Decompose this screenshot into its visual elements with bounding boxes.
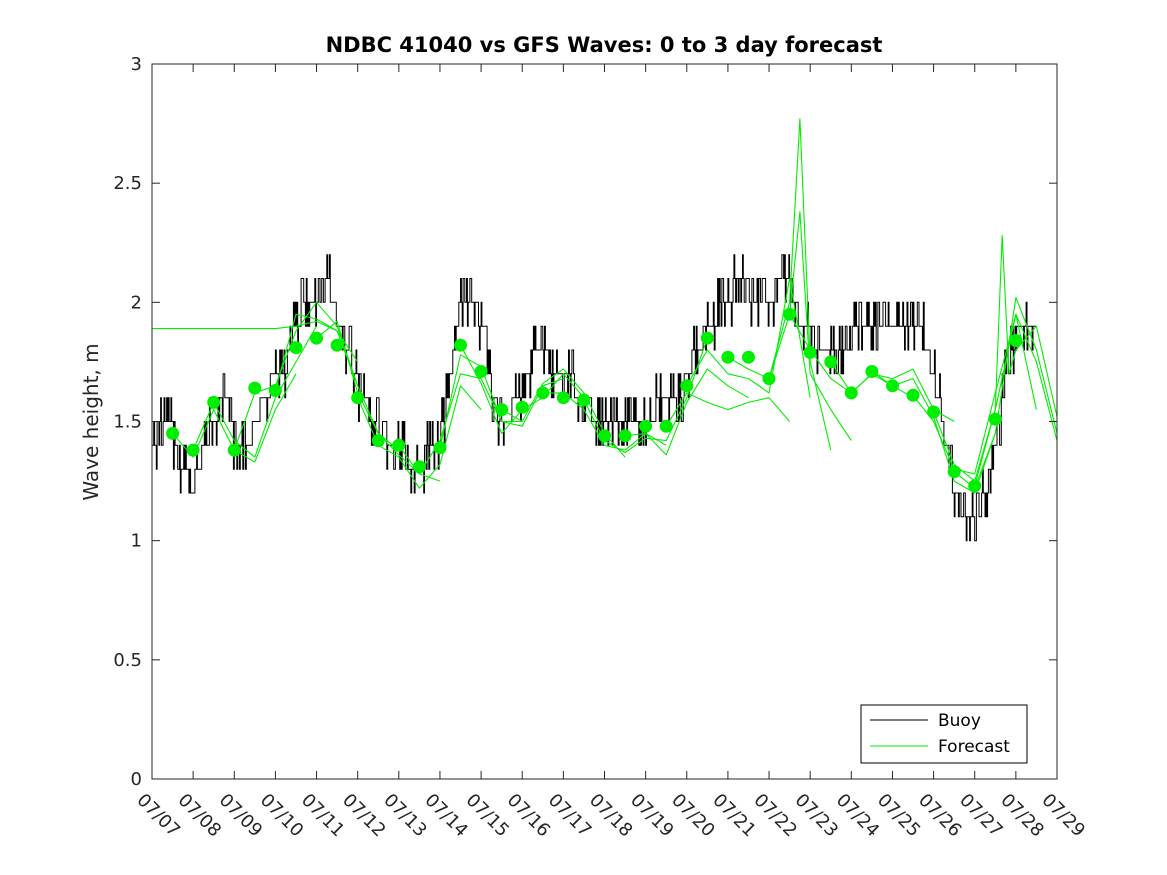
forecast-marker <box>968 479 982 493</box>
forecast-marker <box>803 345 817 359</box>
forecast-run-line <box>625 368 749 456</box>
forecast-marker <box>742 350 755 364</box>
forecast-marker <box>248 381 262 395</box>
forecast-marker <box>289 341 303 355</box>
forecast-marker <box>330 338 344 352</box>
legend-box <box>860 704 1028 764</box>
forecast-marker <box>454 338 467 352</box>
forecast-marker <box>227 443 241 457</box>
legend-buoy-label: Buoy <box>938 711 981 731</box>
forecast-marker <box>515 400 529 414</box>
forecast-marker <box>680 379 694 393</box>
forecast-marker <box>556 391 570 405</box>
chart-title: NDBC 41040 vs GFS Waves: 0 to 3 day fore… <box>326 33 883 57</box>
forecast-run-line <box>665 392 791 427</box>
forecast-run-line <box>727 118 832 451</box>
forecast-marker <box>659 419 673 433</box>
y-tick-label: 0 <box>131 769 142 790</box>
forecast-marker <box>618 429 632 443</box>
forecast-marker <box>392 438 406 452</box>
forecast-run-line <box>768 211 852 441</box>
forecast-marker <box>700 331 714 345</box>
y-tick-label: 0.5 <box>113 650 142 671</box>
forecast-marker <box>988 412 1002 426</box>
forecast-run-line <box>686 277 811 398</box>
forecast-marker <box>762 372 776 386</box>
forecast-marker <box>207 395 221 409</box>
forecast-marker <box>844 386 858 400</box>
forecast-marker <box>783 307 797 321</box>
forecast-markers <box>166 307 1023 493</box>
forecast-marker <box>186 443 200 457</box>
legend-forecast-label: Forecast <box>938 737 1010 757</box>
forecast-marker <box>412 460 426 474</box>
forecast-marker <box>927 405 941 419</box>
y-tick-label: 1.5 <box>113 412 142 433</box>
forecast-marker <box>371 434 385 448</box>
forecast-marker <box>1009 334 1023 347</box>
y-tick-label: 2 <box>131 292 142 313</box>
forecast-marker <box>865 365 879 378</box>
y-tick-label: 1 <box>131 531 142 552</box>
forecast-marker <box>166 426 180 440</box>
forecast-marker <box>906 388 920 402</box>
y-tick-label: 3 <box>131 54 142 75</box>
forecast-marker <box>474 365 488 378</box>
forecast-marker <box>310 331 323 345</box>
forecast-marker <box>824 355 838 369</box>
forecast-marker <box>886 379 899 393</box>
forecast-marker <box>639 419 653 433</box>
forecast-marker <box>577 393 591 407</box>
buoy-series <box>152 254 1037 542</box>
plot-area <box>152 118 1058 542</box>
forecast-run-line <box>933 235 1058 482</box>
forecast-marker <box>268 384 282 397</box>
forecast-run-line <box>439 354 564 448</box>
forecast-marker <box>351 391 365 405</box>
forecast-run-line <box>974 313 1058 487</box>
y-axis-label: Wave height, m <box>79 343 103 500</box>
forecast-marker <box>495 403 509 417</box>
legend: Buoy Forecast <box>860 704 1028 764</box>
forecast-marker <box>598 429 611 443</box>
y-tick-label: 2.5 <box>113 173 142 194</box>
forecast-marker <box>433 441 447 455</box>
forecast-marker <box>536 386 550 400</box>
forecast-marker <box>947 465 961 479</box>
buoy-line <box>152 254 1037 542</box>
forecast-marker <box>721 350 735 364</box>
